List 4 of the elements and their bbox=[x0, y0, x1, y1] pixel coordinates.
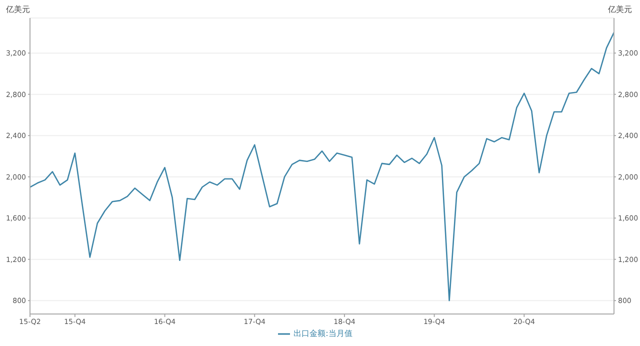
y-axis-title: 亿美元 bbox=[6, 4, 30, 15]
legend-label: 出口金额:当月值 bbox=[294, 329, 352, 338]
y2-axis-title: 亿美元 bbox=[608, 4, 632, 15]
line-series bbox=[29, 32, 615, 302]
